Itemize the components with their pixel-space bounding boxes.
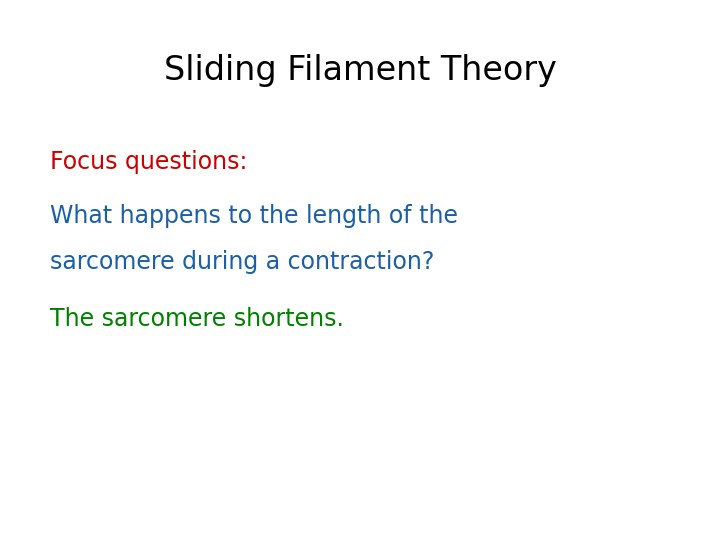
Text: What happens to the length of the: What happens to the length of the [50, 204, 459, 228]
Text: Sliding Filament Theory: Sliding Filament Theory [163, 53, 557, 87]
Text: sarcomere during a contraction?: sarcomere during a contraction? [50, 250, 435, 274]
Text: Focus questions:: Focus questions: [50, 150, 248, 174]
Text: The sarcomere shortens.: The sarcomere shortens. [50, 307, 344, 330]
